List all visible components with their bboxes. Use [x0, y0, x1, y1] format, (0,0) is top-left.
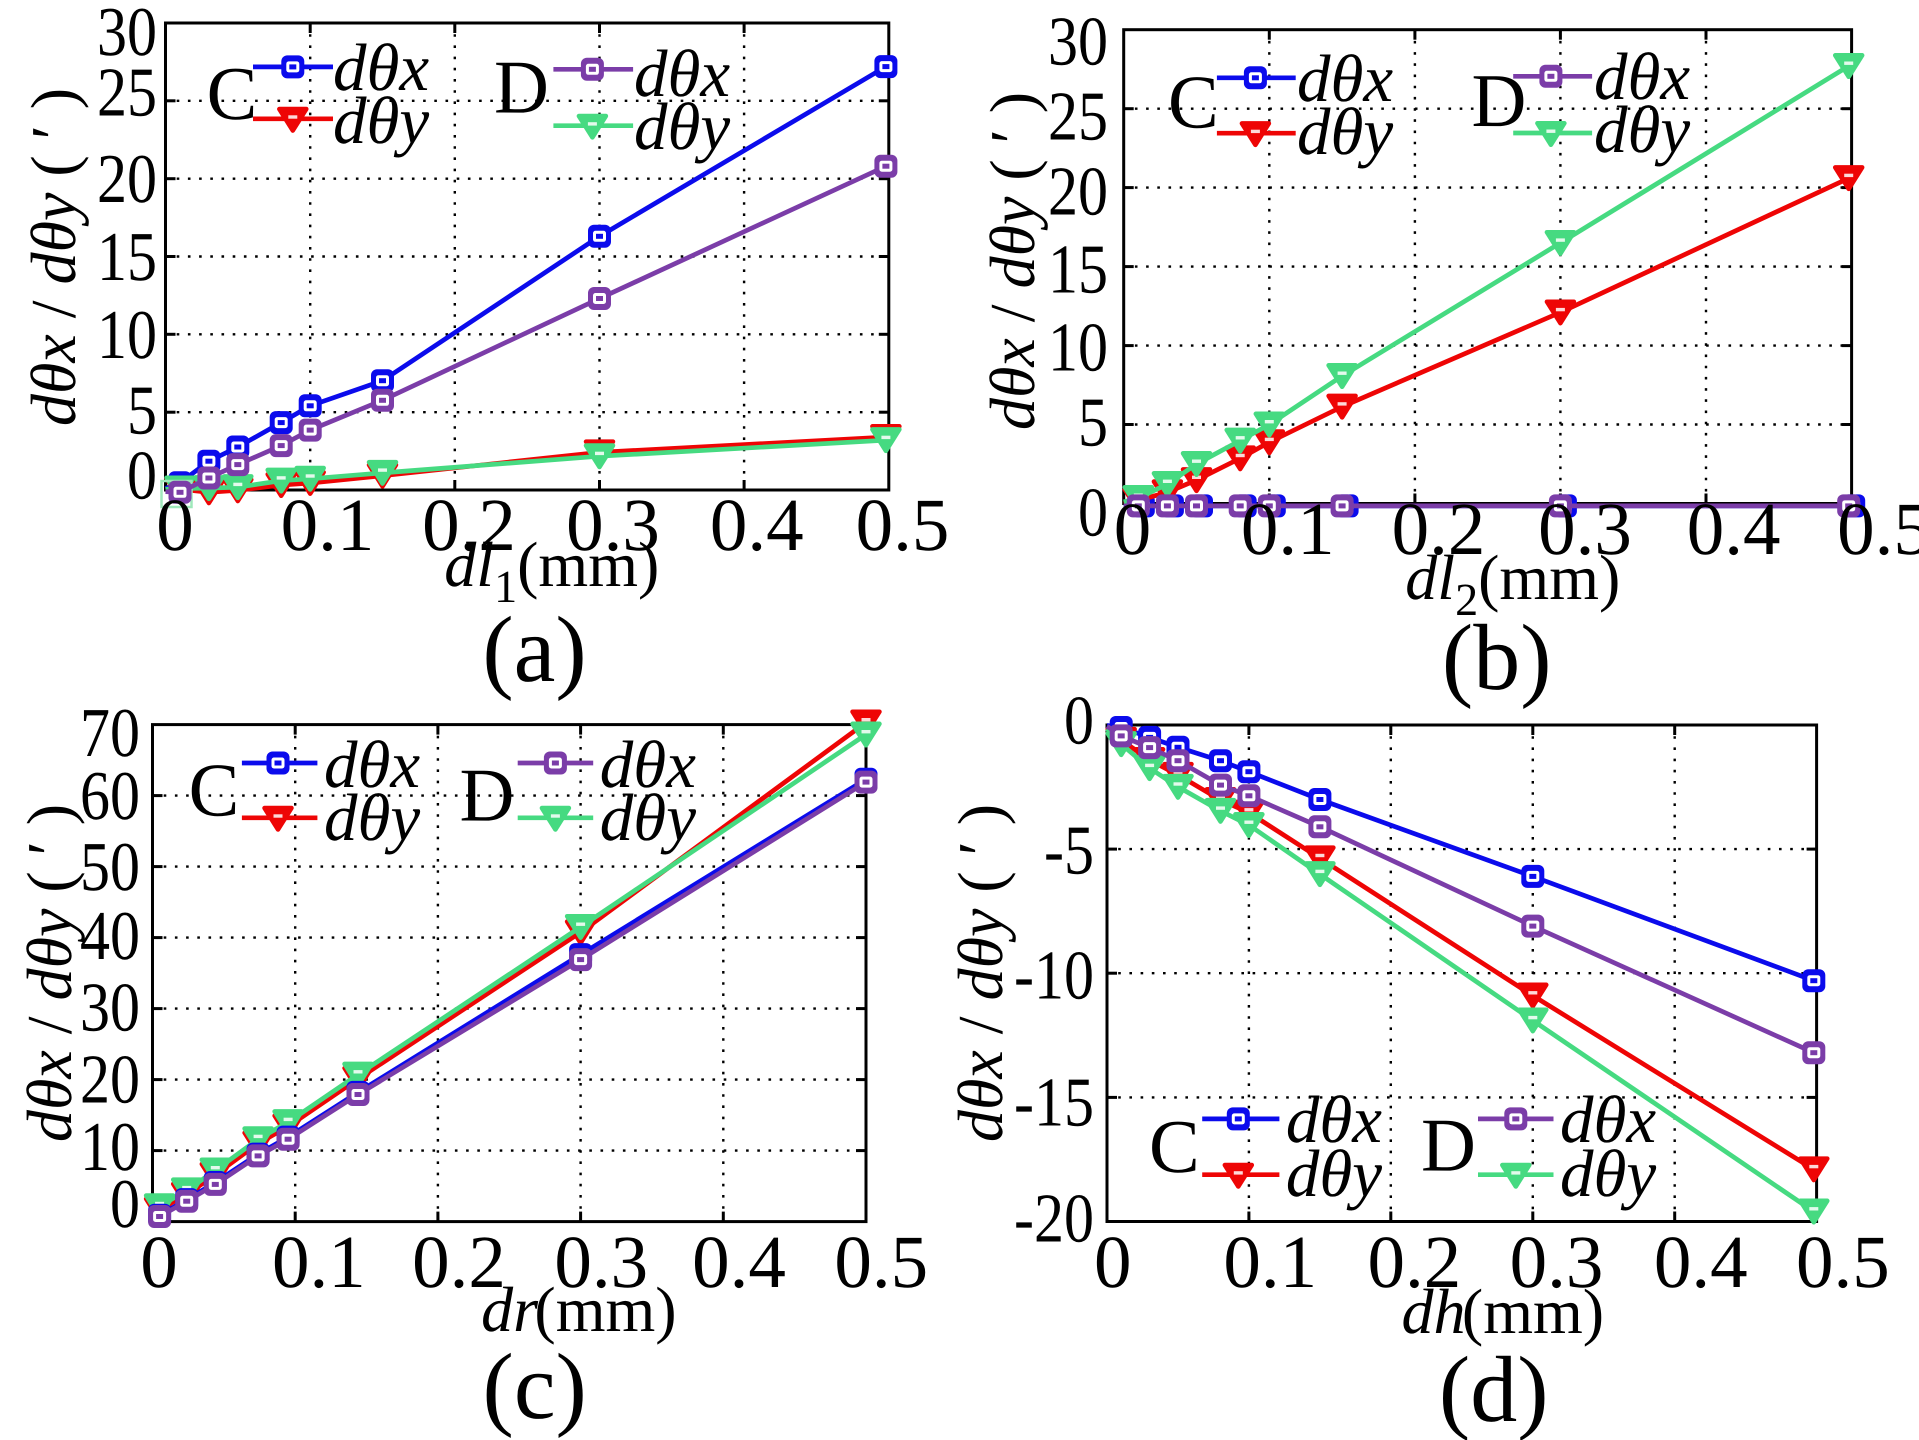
svg-text:0.5: 0.5 [1796, 1221, 1890, 1304]
svg-text:dh: dh [1402, 1276, 1466, 1347]
svg-text:10: 10 [1048, 310, 1108, 387]
svg-text:dθy: dθy [1286, 1137, 1382, 1211]
svg-text:0.1: 0.1 [1223, 1221, 1317, 1304]
svg-text:0.5: 0.5 [834, 1221, 928, 1304]
svg-text:40: 40 [80, 898, 140, 975]
svg-text:0: 0 [1064, 683, 1094, 760]
svg-text:dθx: dθx [634, 37, 730, 111]
svg-text:0.2: 0.2 [1392, 488, 1486, 571]
svg-text:0.2: 0.2 [412, 1221, 506, 1304]
svg-text:dθy: dθy [1594, 93, 1690, 167]
svg-text:D: D [460, 753, 515, 837]
svg-text:dθy: dθy [333, 84, 429, 158]
svg-text:25: 25 [1048, 79, 1108, 156]
svg-text:30: 30 [1048, 4, 1108, 81]
svg-text:0.3: 0.3 [554, 1221, 648, 1304]
svg-text:D: D [1421, 1103, 1476, 1187]
svg-text:0.1: 0.1 [272, 1221, 366, 1304]
svg-text:0.4: 0.4 [692, 1221, 786, 1304]
svg-text:0.1: 0.1 [1241, 488, 1335, 571]
svg-text:dθx / dθy ( ′ ): dθx / dθy ( ′ ) [977, 92, 1048, 430]
svg-text:50: 50 [80, 829, 140, 906]
svg-text:0.3: 0.3 [1538, 488, 1632, 571]
svg-text:dθx: dθx [1286, 1083, 1382, 1157]
svg-text:dθx: dθx [324, 728, 420, 802]
svg-text:-15: -15 [1014, 1065, 1094, 1142]
svg-text:(mm): (mm) [517, 529, 659, 600]
svg-text:0: 0 [110, 1166, 140, 1243]
svg-text:5: 5 [1078, 385, 1108, 462]
svg-text:(a): (a) [482, 598, 586, 702]
svg-text:0: 0 [1078, 475, 1108, 552]
svg-text:dθx / dθy ( ′ ): dθx / dθy ( ′ ) [18, 88, 89, 426]
svg-text:0.3: 0.3 [1510, 1221, 1604, 1304]
svg-text:dθx: dθx [1297, 42, 1393, 116]
svg-text:(c): (c) [483, 1335, 587, 1439]
svg-text:1: 1 [494, 561, 517, 612]
svg-text:70: 70 [80, 695, 140, 772]
svg-text:dθy: dθy [324, 781, 420, 855]
svg-text:0: 0 [1114, 488, 1152, 571]
svg-text:dθx / dθy ( ′ ): dθx / dθy ( ′ ) [945, 804, 1016, 1142]
svg-text:(d): (d) [1439, 1338, 1549, 1440]
svg-text:25: 25 [97, 55, 157, 132]
svg-text:C: C [189, 749, 240, 833]
svg-text:0: 0 [140, 1221, 178, 1304]
svg-text:C: C [207, 52, 258, 136]
svg-text:0.3: 0.3 [566, 484, 660, 567]
svg-text:0.4: 0.4 [1687, 488, 1781, 571]
svg-text:dθy: dθy [1560, 1137, 1656, 1211]
svg-text:dl: dl [1405, 542, 1455, 613]
svg-text:(mm): (mm) [1478, 542, 1620, 613]
svg-text:C: C [1149, 1105, 1200, 1189]
svg-text:dθx / dθy ( ′ ): dθx / dθy ( ′ ) [14, 804, 85, 1142]
svg-text:5: 5 [127, 373, 157, 450]
svg-text:D: D [1472, 59, 1527, 143]
svg-text:0.1: 0.1 [281, 484, 375, 567]
svg-text:0.4: 0.4 [1654, 1221, 1748, 1304]
svg-text:0.2: 0.2 [1368, 1221, 1462, 1304]
svg-text:D: D [494, 45, 549, 129]
svg-text:(mm): (mm) [1462, 1276, 1604, 1347]
svg-text:0.2: 0.2 [422, 484, 516, 567]
svg-text:0: 0 [127, 438, 157, 515]
svg-text:-20: -20 [1014, 1181, 1094, 1258]
svg-text:dl: dl [444, 529, 494, 600]
svg-text:30: 30 [80, 969, 140, 1046]
svg-text:10: 10 [80, 1109, 140, 1186]
svg-text:2: 2 [1455, 574, 1478, 625]
svg-text:-10: -10 [1014, 938, 1094, 1015]
svg-text:20: 20 [97, 141, 157, 218]
svg-text:15: 15 [1048, 232, 1108, 309]
svg-text:dθx: dθx [333, 31, 429, 105]
svg-text:C: C [1168, 61, 1219, 145]
svg-text:dθx: dθx [1594, 40, 1690, 114]
svg-text:0: 0 [1094, 1221, 1132, 1304]
svg-text:0.5: 0.5 [1837, 488, 1919, 571]
svg-text:dθx: dθx [1560, 1083, 1656, 1157]
svg-text:-5: -5 [1044, 813, 1094, 890]
svg-text:0.5: 0.5 [856, 484, 950, 567]
svg-text:0: 0 [156, 484, 194, 567]
svg-text:dθx: dθx [600, 728, 696, 802]
svg-text:15: 15 [97, 219, 157, 296]
svg-text:(b): (b) [1442, 606, 1552, 710]
svg-text:dr: dr [481, 1274, 539, 1345]
svg-text:0.4: 0.4 [710, 484, 804, 567]
svg-text:10: 10 [97, 297, 157, 374]
svg-text:60: 60 [80, 758, 140, 835]
svg-text:dθy: dθy [1297, 95, 1393, 169]
svg-text:(mm): (mm) [534, 1274, 676, 1345]
svg-text:dθy: dθy [600, 781, 696, 855]
svg-text:20: 20 [1048, 154, 1108, 231]
svg-text:dθy: dθy [634, 90, 730, 164]
svg-text:30: 30 [97, 0, 157, 71]
svg-text:20: 20 [80, 1042, 140, 1119]
